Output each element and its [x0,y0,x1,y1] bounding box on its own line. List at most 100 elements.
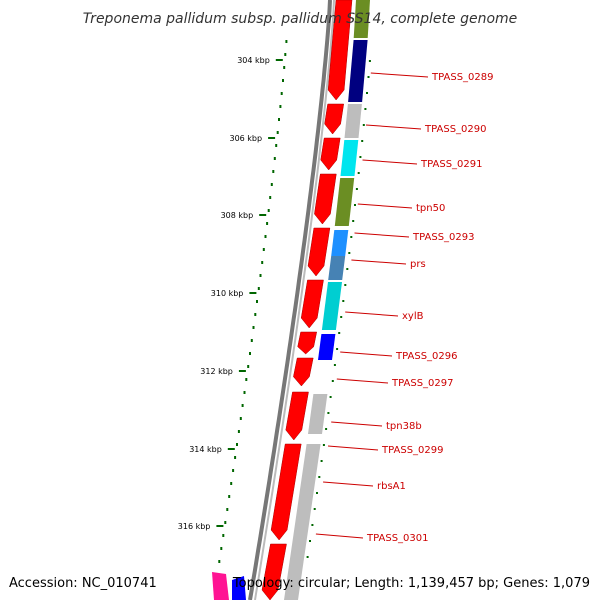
color-box [340,140,359,176]
label-leader [354,232,410,238]
kbp-tick-label: 314 kbp [189,445,222,454]
inner-tick-dot [368,60,371,62]
tick-dot [264,235,267,238]
inner-tick-dot [320,460,323,462]
tick-dot [222,534,225,537]
inner-tick-dot [309,540,311,542]
tick-dot [234,456,237,459]
tick-dot [280,92,283,95]
inner-tick-dot [355,188,358,190]
inner-tick-dot [311,524,314,526]
inner-tick-dot [364,108,367,110]
inner-tick-dot [336,348,339,350]
tick-dot [230,482,233,485]
gene-label: tpn38b [386,421,422,432]
color-box [348,40,368,102]
inner-tick-dot [352,220,355,222]
inner-tick-dot [362,124,365,126]
kbp-tick [238,370,246,372]
tick-dot [254,313,257,316]
label-leader [370,72,429,78]
inner-tick-dot [348,252,351,254]
color-box [318,334,336,360]
label-leader [336,378,389,384]
tick-dot [261,261,264,264]
inner-tick-dot [327,412,330,414]
tick-dot [276,131,279,134]
color-box [321,282,342,330]
extra-arrow [232,576,246,600]
gene-label: TPASS_0297 [391,378,453,389]
inner-tick-dot [338,332,341,334]
tick-dot [257,287,260,290]
gene-label: xylB [402,311,424,322]
label-leader [357,203,413,209]
tick-dot [232,469,235,472]
cds-arrow [293,357,314,387]
label-leader [345,311,399,317]
inner-tick-dot [325,428,328,430]
label-leader [340,351,393,357]
map-title: Treponema pallidum subsp. pallidum SS14,… [83,11,518,27]
inner-tick-dot [367,76,370,78]
inner-tick-dot [346,268,349,270]
tick-dot [266,222,269,225]
color-box [284,444,321,600]
tick-dot [275,144,278,147]
cds-arrow [261,543,287,600]
genome-stats-text: Topology: circular; Length: 1,139,457 bp… [232,576,590,591]
gene-label: prs [410,259,426,270]
inner-tick-dot [322,444,325,446]
color-box [334,178,355,226]
inner-tick-dot [366,92,368,94]
kbp-tick-label: 316 kbp [178,522,211,531]
kbp-tick [216,525,224,527]
tick-dot [237,430,240,433]
inner-tick-dot [359,156,362,158]
tick-dot [250,339,253,342]
tick-dot [267,209,270,212]
label-leader [362,159,418,165]
tick-dot [218,560,221,563]
inner-tick-dot [354,204,356,206]
cds-arrow [307,227,331,277]
cds-arrow [270,443,302,541]
color-box [353,0,370,38]
cog-color-track [212,0,370,600]
tick-dot [259,274,262,277]
tick-dot [220,547,223,550]
inner-tick-dot [340,316,343,318]
inner-tick-dot [329,396,332,398]
kbp-tick-label: 310 kbp [211,289,244,298]
kbp-tick [227,448,235,450]
tick-dot [262,248,265,251]
gene-label: TPASS_0301 [366,533,428,544]
kbp-tick [249,292,257,294]
gene-label: TPASS_0291 [420,159,482,170]
inner-tick-dot [318,476,321,478]
tick-dot [241,404,244,407]
inner-tick-dot [361,140,364,142]
cds-track [261,0,353,600]
tick-dot [243,391,246,394]
gene-label: TPASS_0293 [412,232,474,243]
inner-tick-dot [344,284,347,286]
gene-label: TPASS_0296 [395,351,457,362]
kbp-tick [275,59,283,61]
label-leader [351,259,407,265]
label-leader [315,533,364,539]
tick-dot [239,417,242,420]
tick-dot [224,521,227,524]
kbp-ticks: 304 kbp 306 kbp 308 kbp 310 kbp 312 kbp 314 k… [178,40,371,576]
tick-dot [247,365,250,368]
inner-tick-dot [357,172,360,174]
tick-dot [249,352,251,355]
gene-label: TPASS_0290 [424,124,486,135]
inner-tick-dot [350,236,353,238]
kbp-tick-label: 308 kbp [221,211,254,220]
cds-arrow [327,0,353,101]
cds-arrow [285,391,309,441]
tick-dot [270,183,273,186]
accession-text: Accession: NC_010741 [9,576,157,591]
